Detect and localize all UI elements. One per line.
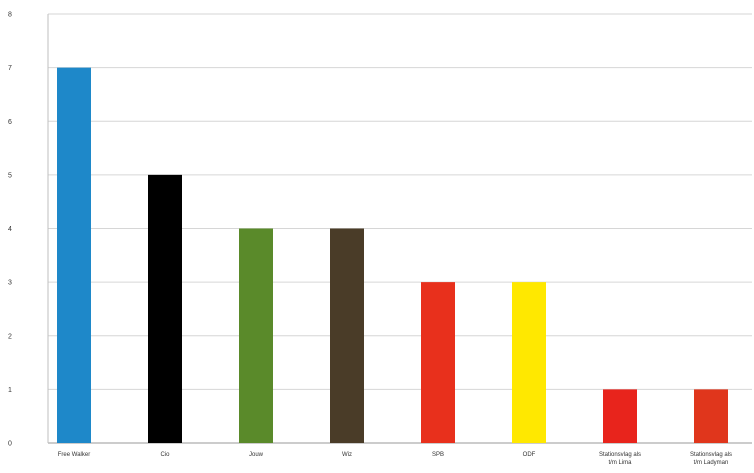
y-tick-label: 6 <box>8 119 12 126</box>
x-tick-label: Free Walker <box>58 452 90 458</box>
x-tick-label: Jouw <box>249 452 264 458</box>
x-tick-label: SPB <box>432 452 444 458</box>
x-tick-label: Cio <box>160 452 170 458</box>
bar <box>694 389 728 443</box>
y-tick-label: 8 <box>8 12 12 19</box>
bar <box>330 228 364 443</box>
bars <box>57 67 728 443</box>
y-axis: 0 1 2 3 4 5 6 7 8 <box>8 12 49 448</box>
bar <box>57 67 91 443</box>
y-tick-label: 2 <box>8 333 12 340</box>
y-tick-label: 4 <box>8 226 12 233</box>
y-tick-label: 0 <box>8 441 12 448</box>
x-tick-label: Stationsvlag als t/m Ladyman <box>690 452 732 466</box>
x-tick-label: ODF <box>523 452 536 458</box>
y-tick-label: 5 <box>8 172 12 179</box>
x-tick-label: Wiz <box>342 452 352 458</box>
x-tick-label: Stationsvlag als t/m Lima <box>599 452 641 466</box>
bar <box>148 174 182 443</box>
bar <box>239 228 273 443</box>
y-tick-label: 3 <box>8 280 12 287</box>
y-tick-label: 1 <box>8 387 12 394</box>
x-axis: Free Walker Cio Jouw Wiz SPB ODF Stationsvlag … <box>58 452 732 466</box>
y-tick-label: 7 <box>8 65 12 72</box>
bar <box>603 389 637 443</box>
bar <box>512 282 546 443</box>
bar <box>421 282 455 443</box>
